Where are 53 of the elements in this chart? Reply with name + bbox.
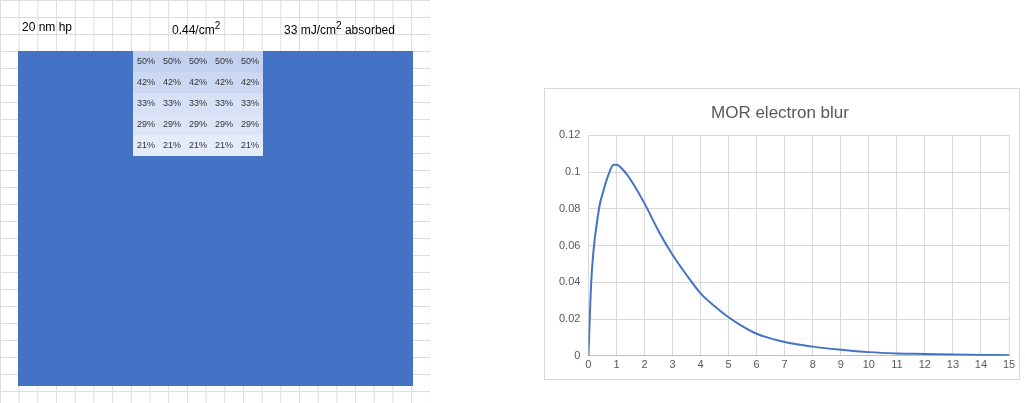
data-label: 33% — [240, 97, 260, 108]
data-label: 50% — [162, 55, 182, 66]
text: 0.44/cm$^{2}$ — [172, 20, 221, 37]
y-tick-label: 0.1 — [565, 165, 581, 178]
data-label: 21% — [188, 139, 208, 150]
x-tick-label: 11 — [891, 358, 903, 371]
data-label: 21% — [136, 139, 156, 150]
data-label: 42% — [136, 76, 156, 87]
y-tick-label: 0.04 — [558, 275, 581, 288]
x-tick-label: 4 — [697, 358, 704, 371]
data-label: 29% — [240, 118, 260, 129]
chart-title: MOR electron blur — [711, 102, 850, 122]
data-label: 42% — [214, 76, 234, 87]
data-label: 21% — [214, 139, 234, 150]
x-tick-label: 1 — [613, 358, 620, 371]
data-label: 42% — [188, 76, 208, 87]
line-series — [588, 163, 1009, 356]
data-label: 50% — [214, 55, 234, 66]
x-tick-label: 15 — [1002, 358, 1016, 371]
y-tick-label: 0.12 — [558, 128, 581, 141]
data-label: 50% — [136, 55, 156, 66]
x-tick-label: 12 — [918, 358, 932, 371]
text: 33 mJ/cm$^{2}$ absorbed — [284, 20, 395, 37]
x-tick-label: 14 — [974, 358, 988, 371]
x-tick-label: 7 — [781, 358, 788, 371]
x-tick-label: 8 — [809, 358, 816, 371]
x-tick-label: 9 — [837, 358, 844, 371]
x-tick-label: 5 — [725, 358, 732, 371]
x-tick-label: 2 — [641, 358, 648, 371]
data-label: 33% — [136, 97, 156, 108]
text: 20 nm hp — [22, 20, 73, 34]
y-tick-label: 0 — [574, 348, 581, 361]
data-label: 33% — [162, 97, 182, 108]
data-label: 29% — [162, 118, 182, 129]
data-label: 42% — [162, 76, 182, 87]
data-label: 42% — [240, 76, 260, 87]
x-tick-label: 6 — [753, 358, 760, 371]
x-tick-label: 0 — [585, 358, 592, 371]
data-label: 50% — [240, 55, 260, 66]
x-tick-label: 3 — [669, 358, 676, 371]
x-tick-label: 13 — [946, 358, 960, 371]
data-label: 29% — [214, 118, 234, 129]
y-tick-label: 0.08 — [558, 201, 581, 214]
data-label: 33% — [188, 97, 208, 108]
y-tick-label: 0.02 — [558, 312, 581, 325]
y-tick-label: 0.06 — [558, 238, 581, 251]
data-label: 33% — [214, 97, 234, 108]
x-tick-label: 10 — [862, 358, 875, 371]
data-label: 21% — [162, 139, 182, 150]
data-label: 21% — [240, 139, 260, 150]
data-label: 29% — [188, 118, 208, 129]
data-label: 29% — [136, 118, 156, 129]
data-label: 50% — [188, 55, 208, 66]
